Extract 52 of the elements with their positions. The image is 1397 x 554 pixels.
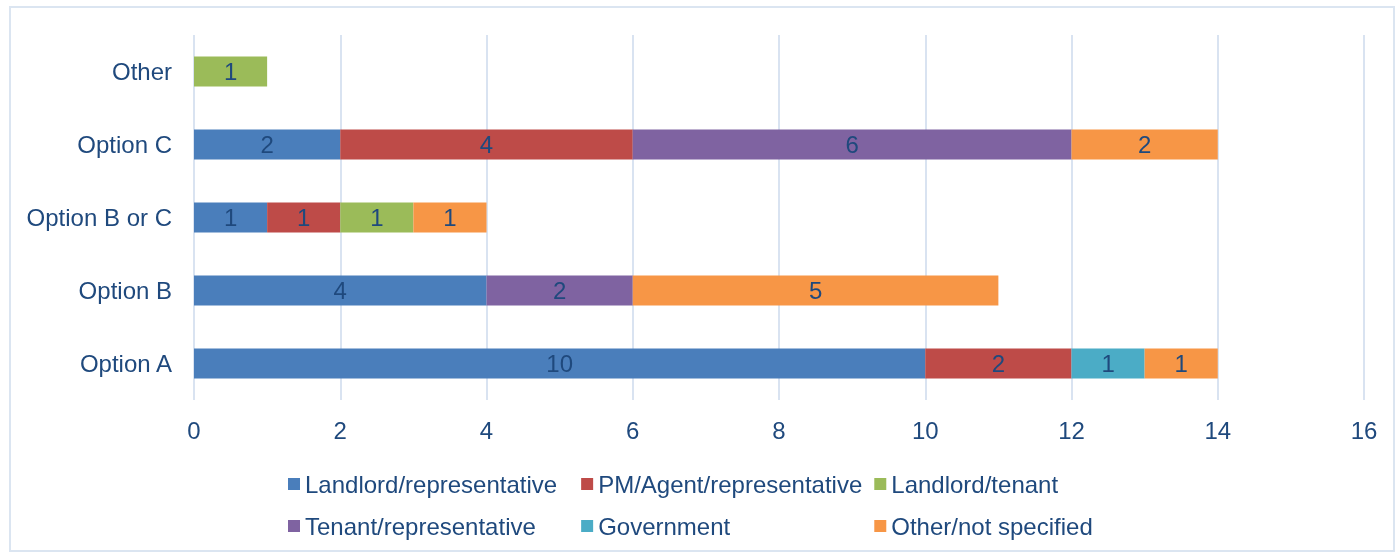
data-label: 5 bbox=[808, 277, 823, 304]
legend-label: Landlord/representative bbox=[305, 470, 558, 498]
y-tick-label: Option C bbox=[77, 131, 172, 158]
bar bbox=[194, 348, 926, 379]
bar bbox=[1144, 348, 1218, 379]
data-label: 1 bbox=[297, 204, 311, 231]
bar bbox=[486, 275, 633, 306]
data-label: 2 bbox=[552, 277, 567, 304]
x-tick-label: 14 bbox=[1204, 416, 1232, 444]
x-tick-label: 10 bbox=[911, 416, 939, 444]
data-label: 1 bbox=[1101, 350, 1115, 377]
y-tick-label: Option A bbox=[79, 350, 172, 377]
bar bbox=[925, 348, 1072, 379]
y-tick-label: Option B or C bbox=[26, 204, 172, 231]
x-tick-label: 8 bbox=[772, 416, 786, 444]
data-label: 6 bbox=[845, 131, 859, 158]
data-label: 4 bbox=[479, 131, 494, 158]
bar bbox=[194, 56, 268, 87]
data-label: 1 bbox=[370, 204, 384, 231]
y-tick-label: Other bbox=[111, 58, 172, 85]
y-tick-label: Option B bbox=[78, 277, 172, 304]
bar bbox=[413, 202, 487, 233]
legend-label: Other/not specified bbox=[891, 512, 1093, 540]
data-label: 1 bbox=[223, 58, 238, 85]
bar bbox=[340, 202, 414, 233]
bar bbox=[267, 202, 341, 233]
bar bbox=[632, 129, 1072, 160]
bar bbox=[1071, 348, 1145, 379]
bar bbox=[194, 129, 341, 160]
bar bbox=[194, 275, 487, 306]
bar bbox=[632, 275, 999, 306]
data-label: 2 bbox=[1137, 131, 1152, 158]
x-tick-label: 12 bbox=[1058, 416, 1085, 444]
legend-label: Landlord/tenant bbox=[891, 470, 1059, 498]
data-label: 2 bbox=[991, 350, 1006, 377]
data-label: 1 bbox=[1174, 350, 1188, 377]
data-label: 10 bbox=[546, 350, 573, 377]
legend-label: PM/Agent/representative bbox=[598, 470, 863, 498]
x-tick-label: 0 bbox=[187, 416, 201, 444]
legend-label: Tenant/representative bbox=[305, 512, 536, 540]
data-label: 1 bbox=[223, 204, 238, 231]
x-tick-label: 2 bbox=[333, 416, 347, 444]
data-label: 1 bbox=[443, 204, 457, 231]
bar bbox=[194, 202, 268, 233]
bar bbox=[340, 129, 633, 160]
x-tick-label: 4 bbox=[479, 416, 494, 444]
data-label: 4 bbox=[333, 277, 347, 304]
legend-label: Government bbox=[598, 512, 731, 540]
bar bbox=[1071, 129, 1218, 160]
data-label: 2 bbox=[260, 131, 274, 158]
x-tick-label: 6 bbox=[626, 416, 640, 444]
x-tick-label: 16 bbox=[1350, 416, 1378, 444]
